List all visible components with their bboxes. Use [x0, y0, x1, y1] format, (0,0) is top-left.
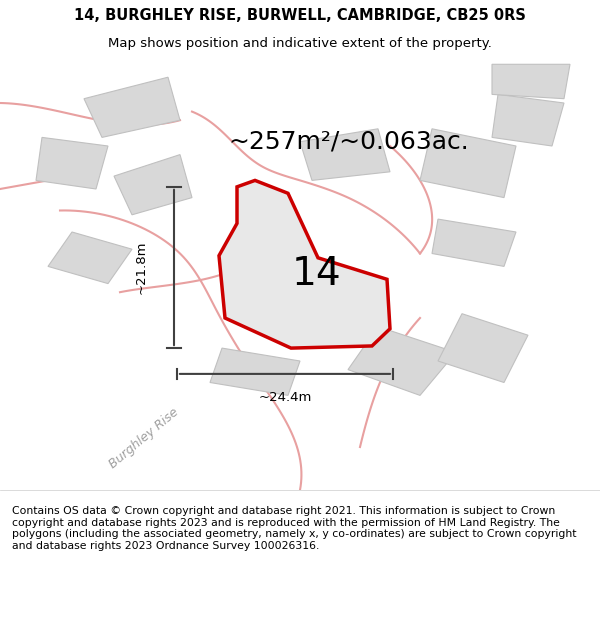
Polygon shape — [438, 314, 528, 382]
Text: ~24.4m: ~24.4m — [259, 391, 311, 404]
Polygon shape — [492, 94, 564, 146]
Polygon shape — [348, 327, 456, 396]
Polygon shape — [210, 348, 300, 396]
Text: Map shows position and indicative extent of the property.: Map shows position and indicative extent… — [108, 37, 492, 50]
Polygon shape — [84, 78, 180, 138]
Polygon shape — [114, 154, 192, 215]
Polygon shape — [219, 181, 390, 348]
Polygon shape — [420, 129, 516, 198]
Text: ~257m²/~0.063ac.: ~257m²/~0.063ac. — [228, 130, 469, 154]
Text: ~21.8m: ~21.8m — [134, 241, 148, 294]
Polygon shape — [492, 64, 570, 99]
Text: 14, BURGHLEY RISE, BURWELL, CAMBRIDGE, CB25 0RS: 14, BURGHLEY RISE, BURWELL, CAMBRIDGE, C… — [74, 8, 526, 22]
Text: 14: 14 — [292, 255, 341, 293]
Text: Burghley Rise: Burghley Rise — [107, 406, 181, 471]
Polygon shape — [432, 219, 516, 266]
Polygon shape — [48, 232, 132, 284]
Polygon shape — [36, 138, 108, 189]
Polygon shape — [300, 129, 390, 181]
Text: Contains OS data © Crown copyright and database right 2021. This information is : Contains OS data © Crown copyright and d… — [12, 506, 577, 551]
